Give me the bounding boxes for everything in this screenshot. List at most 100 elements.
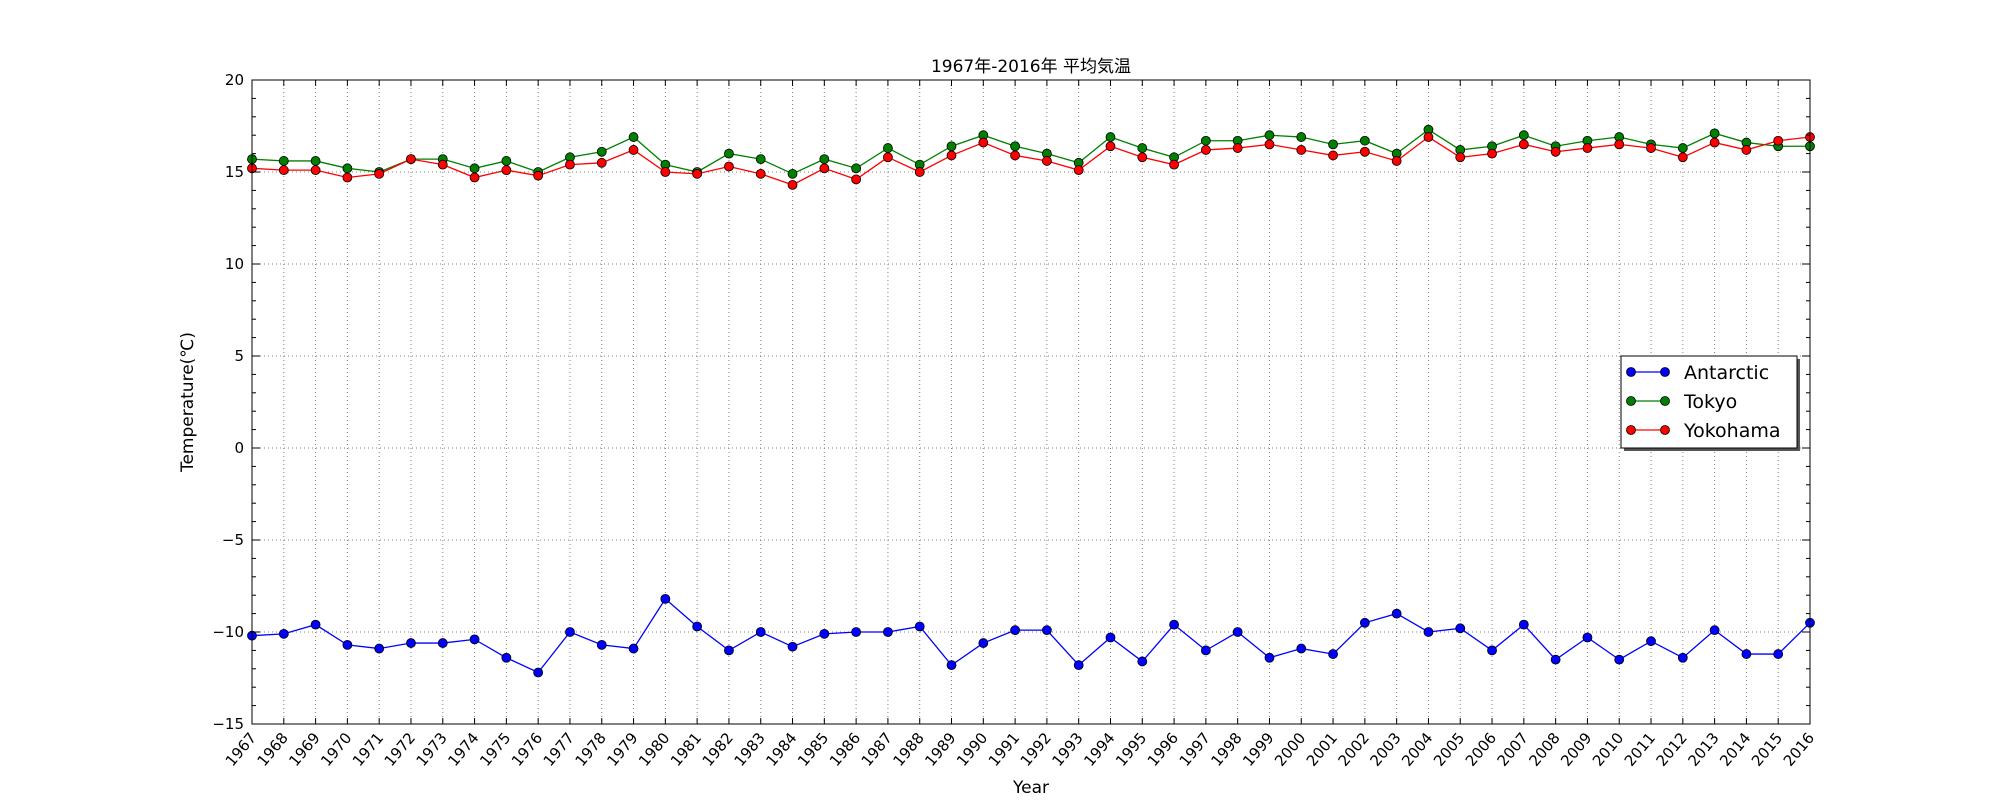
- data-point-yokohama: [1455, 152, 1466, 163]
- data-point-tokyo: [1328, 139, 1338, 150]
- data-point-antarctic: [1391, 608, 1402, 619]
- data-point-antarctic: [1423, 627, 1434, 637]
- data-point-tokyo: [1105, 132, 1116, 142]
- x-tick-label: 2010: [1589, 729, 1627, 770]
- series-layer: [247, 124, 1815, 678]
- data-point-tokyo: [1200, 135, 1211, 146]
- data-point-yokohama: [374, 168, 385, 179]
- x-tick-label: 2012: [1653, 729, 1691, 770]
- data-point-yokohama: [1550, 146, 1561, 157]
- x-tick-label: 1979: [603, 729, 641, 770]
- data-point-tokyo: [819, 154, 830, 165]
- data-point-tokyo: [342, 163, 353, 174]
- x-tick-label: 1998: [1207, 729, 1245, 770]
- legend-label-antarctic: Antarctic: [1684, 362, 1769, 384]
- data-point-antarctic: [978, 638, 989, 648]
- data-point-tokyo: [278, 156, 289, 166]
- data-point-yokohama: [1232, 143, 1243, 153]
- x-tick-label: 2005: [1430, 729, 1468, 770]
- y-tick-label: −15: [212, 715, 244, 733]
- legend-marker-antarctic: [1660, 367, 1670, 377]
- legend-marker-yokohama: [1660, 425, 1670, 435]
- legend-marker-antarctic: [1626, 367, 1636, 377]
- data-point-yokohama: [1614, 139, 1625, 150]
- x-tick-label: 1975: [476, 729, 514, 770]
- series-line-yokohama: [251, 136, 1811, 186]
- data-point-antarctic: [1741, 649, 1752, 659]
- data-point-antarctic: [851, 627, 862, 637]
- x-tick-label: 2014: [1716, 729, 1754, 770]
- data-point-yokohama: [1741, 145, 1752, 155]
- data-point-antarctic: [883, 627, 893, 637]
- data-point-yokohama: [819, 163, 830, 174]
- y-tick-label: −10: [212, 623, 244, 641]
- data-point-tokyo: [469, 163, 480, 174]
- data-point-antarctic: [1169, 619, 1179, 630]
- data-point-antarctic: [1582, 632, 1593, 643]
- x-tick-label: 2011: [1621, 729, 1659, 770]
- x-tick-label: 2004: [1398, 729, 1436, 770]
- data-point-yokohama: [660, 167, 671, 177]
- y-tick-label: 20: [225, 71, 244, 89]
- data-point-yokohama: [787, 179, 798, 190]
- x-tick-label: 1989: [921, 729, 959, 770]
- legend-label-yokohama: Yokohama: [1683, 420, 1781, 442]
- data-point-tokyo: [1518, 130, 1529, 141]
- data-point-antarctic: [755, 627, 766, 637]
- y-axis-title: Temperature(℃): [178, 332, 198, 473]
- data-point-antarctic: [787, 641, 798, 652]
- x-tick-label: 1977: [540, 729, 578, 770]
- data-point-yokohama: [469, 172, 480, 183]
- data-point-yokohama: [628, 145, 639, 155]
- x-tick-label: 1990: [953, 729, 991, 770]
- x-tick-label: 1980: [635, 729, 673, 770]
- grid-lines: [251, 80, 1811, 724]
- data-point-yokohama: [1328, 150, 1338, 161]
- data-point-yokohama: [310, 165, 321, 176]
- x-tick-label: 1997: [1176, 729, 1214, 770]
- x-tick-label: 2000: [1271, 729, 1309, 770]
- chart-title: 1967年-2016年 平均気温: [931, 57, 1131, 77]
- x-tick-label: 1995: [1112, 729, 1150, 770]
- legend-marker-tokyo: [1626, 396, 1636, 406]
- data-point-yokohama: [1391, 156, 1402, 166]
- data-point-antarctic: [724, 645, 734, 656]
- x-tick-label: 2009: [1557, 729, 1595, 770]
- data-point-antarctic: [469, 634, 480, 645]
- x-tick-label: 1973: [413, 729, 451, 770]
- y-tick-label: 10: [225, 255, 244, 273]
- x-tick-label: 1981: [667, 729, 705, 770]
- data-point-antarctic: [1105, 632, 1116, 643]
- data-point-antarctic: [406, 638, 416, 648]
- data-point-yokohama: [1423, 132, 1434, 142]
- data-point-yokohama: [851, 174, 862, 185]
- data-point-yokohama: [1677, 152, 1688, 163]
- data-point-tokyo: [1264, 130, 1275, 141]
- data-point-yokohama: [437, 159, 448, 170]
- data-point-antarctic: [342, 639, 353, 650]
- x-tick-label: 1985: [794, 729, 832, 770]
- data-point-yokohama: [692, 168, 703, 179]
- data-point-tokyo: [310, 156, 321, 166]
- data-point-yokohama: [596, 157, 607, 168]
- x-tick-label: 1992: [1017, 729, 1055, 770]
- data-point-tokyo: [596, 146, 607, 157]
- x-tick-label: 2016: [1780, 729, 1818, 770]
- data-point-antarctic: [1359, 617, 1370, 628]
- data-point-yokohama: [1010, 150, 1021, 161]
- legend: Antarctic Tokyo Yokohama: [1620, 355, 1800, 451]
- data-point-antarctic: [1518, 619, 1529, 630]
- x-tick-label: 2015: [1748, 729, 1786, 770]
- x-axis-title: Year: [1012, 778, 1049, 798]
- x-tick-label: 1986: [826, 729, 864, 770]
- x-tick-label: 1994: [1080, 729, 1118, 770]
- x-tick-label: 2008: [1525, 729, 1563, 770]
- data-point-yokohama: [883, 152, 893, 163]
- x-tick-label: 1993: [1048, 729, 1086, 770]
- data-point-yokohama: [1073, 165, 1084, 176]
- data-point-yokohama: [1709, 137, 1720, 148]
- x-tick-label: 1982: [699, 729, 737, 770]
- data-point-antarctic: [1709, 625, 1720, 636]
- data-point-yokohama: [533, 170, 544, 181]
